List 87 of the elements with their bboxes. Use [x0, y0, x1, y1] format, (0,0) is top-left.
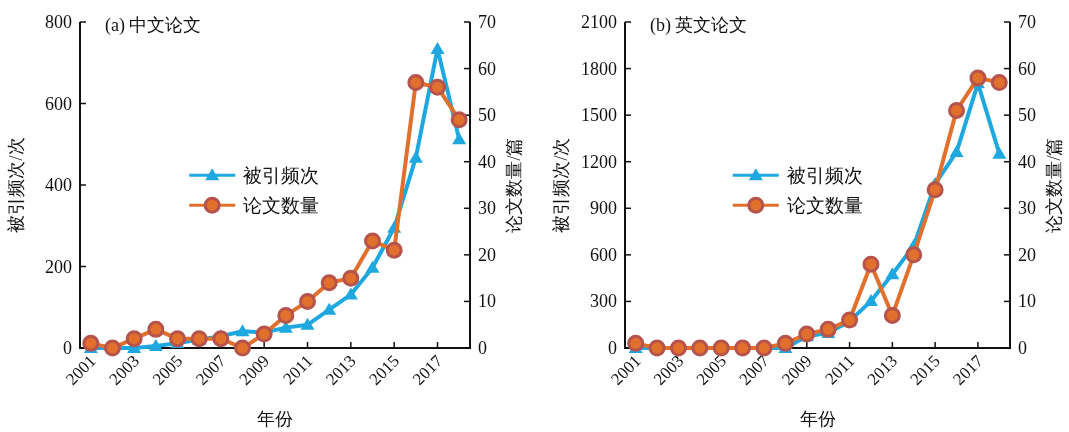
y-tick-label: 0	[608, 338, 617, 358]
point	[669, 339, 687, 357]
point	[691, 339, 709, 357]
point	[755, 339, 773, 357]
x-axis-title: 年份	[257, 409, 293, 429]
point	[648, 339, 666, 357]
point	[234, 339, 251, 357]
legend-label: 论文数量	[243, 195, 320, 217]
point	[798, 325, 816, 343]
y2-tick-label: 70	[478, 12, 496, 32]
y2-tick-label: 40	[1018, 151, 1036, 172]
point	[885, 267, 900, 280]
y-tick-label: 800	[45, 12, 72, 32]
point	[322, 302, 337, 315]
point	[407, 74, 425, 92]
point	[430, 41, 445, 54]
point	[452, 132, 467, 145]
point	[147, 320, 165, 338]
y2-tick-label: 40	[478, 151, 496, 172]
y-tick-label: 900	[590, 198, 617, 219]
y-tick-label: 2100	[581, 12, 617, 32]
point	[255, 325, 273, 343]
point	[385, 241, 403, 259]
y2-tick-label: 0	[1018, 338, 1027, 358]
y2-tick-label: 30	[1018, 198, 1036, 219]
point	[320, 274, 338, 292]
point	[862, 255, 880, 273]
y2-tick-label: 70	[1018, 12, 1036, 32]
point	[819, 320, 837, 338]
y2-tick-label: 60	[1018, 58, 1036, 79]
y2-tick-label: 50	[478, 105, 496, 126]
y-tick-label: 0	[63, 338, 72, 358]
point	[408, 150, 423, 163]
point	[712, 339, 730, 357]
legend-label: 论文数量	[786, 195, 863, 217]
point	[342, 269, 360, 287]
x-axis-title: 年份	[799, 409, 836, 429]
point	[949, 145, 964, 158]
y-axis-title: 被引频次/次	[551, 137, 571, 233]
y2-tick-label: 10	[478, 291, 496, 312]
chart-title: (b) 英文论文	[650, 15, 748, 36]
y2-axis-title: 论文数量/篇	[1044, 137, 1064, 233]
point	[364, 232, 381, 250]
point	[948, 101, 966, 119]
point	[969, 69, 987, 87]
chart-title: (a) 中文论文	[105, 15, 202, 36]
y2-tick-label: 0	[478, 338, 487, 358]
y-tick-label: 600	[45, 93, 72, 114]
y-axis-title: 被引频次/次	[6, 137, 26, 233]
point	[148, 338, 163, 351]
point	[235, 324, 250, 337]
y-tick-label: 1800	[581, 58, 617, 79]
point	[926, 181, 944, 199]
point	[82, 334, 100, 352]
point	[300, 317, 315, 330]
point	[992, 146, 1007, 159]
point	[104, 339, 121, 357]
y2-tick-label: 20	[478, 244, 496, 265]
y-tick-label: 200	[45, 256, 72, 277]
y-tick-label: 300	[590, 291, 617, 312]
point	[734, 339, 752, 357]
point	[212, 330, 230, 348]
y2-tick-label: 20	[1018, 244, 1036, 265]
point	[299, 292, 316, 310]
legend-label: 被引频次	[243, 165, 320, 187]
point	[905, 246, 923, 264]
point	[169, 330, 186, 348]
point	[883, 306, 901, 324]
point	[627, 334, 645, 352]
y2-tick-label: 30	[478, 198, 496, 219]
point	[365, 260, 380, 273]
point	[450, 111, 468, 129]
y2-axis-title: 论文数量/篇	[504, 137, 524, 233]
y2-tick-label: 60	[478, 58, 496, 79]
point	[776, 334, 794, 352]
point	[990, 74, 1008, 92]
point	[125, 330, 143, 348]
y-tick-label: 600	[590, 244, 617, 265]
point	[429, 78, 446, 96]
y2-tick-label: 50	[1018, 105, 1036, 126]
y2-tick-label: 10	[1018, 291, 1036, 312]
y-tick-label: 400	[45, 175, 72, 195]
y-tick-label: 1200	[581, 151, 617, 172]
point	[863, 294, 878, 307]
point	[277, 306, 295, 324]
y-tick-label: 1500	[581, 105, 617, 126]
legend-label: 被引频次	[786, 165, 863, 187]
